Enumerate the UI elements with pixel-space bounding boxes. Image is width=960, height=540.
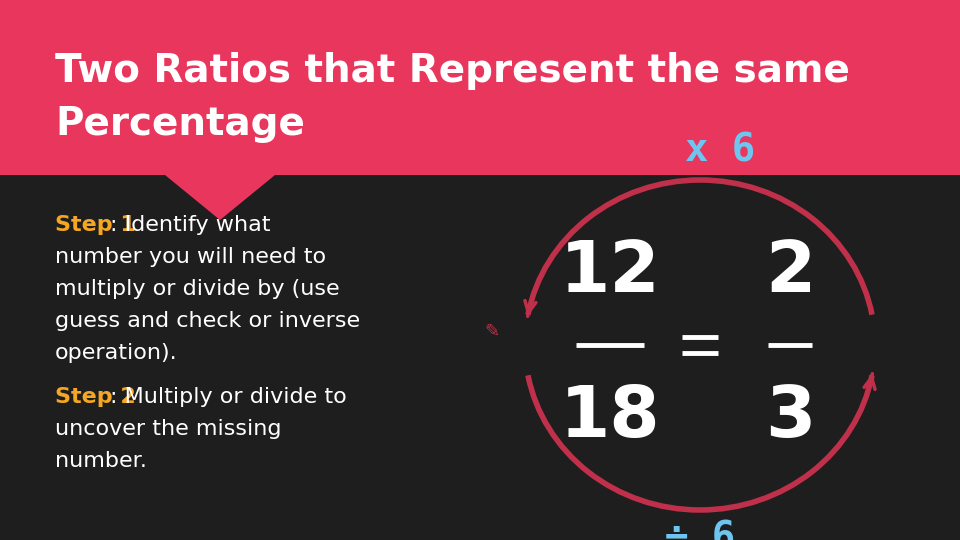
- Text: number.: number.: [55, 451, 147, 471]
- Text: : Multiply or divide to: : Multiply or divide to: [110, 387, 347, 407]
- Text: Step 1: Step 1: [55, 215, 136, 235]
- Text: 18: 18: [560, 382, 660, 451]
- Polygon shape: [165, 175, 275, 220]
- Text: x 6: x 6: [684, 131, 756, 169]
- Text: : Identify what: : Identify what: [110, 215, 271, 235]
- Text: operation).: operation).: [55, 343, 178, 363]
- Text: multiply or divide by (use: multiply or divide by (use: [55, 279, 340, 299]
- Text: number you will need to: number you will need to: [55, 247, 326, 267]
- Text: ÷ 6: ÷ 6: [665, 519, 735, 540]
- Polygon shape: [0, 0, 960, 175]
- Text: uncover the missing: uncover the missing: [55, 419, 281, 439]
- Text: 2: 2: [765, 239, 815, 307]
- Text: Step 2: Step 2: [55, 387, 135, 407]
- Text: Two Ratios that Represent the same: Two Ratios that Represent the same: [55, 52, 850, 90]
- Text: ✎: ✎: [485, 323, 499, 341]
- Text: 12: 12: [560, 239, 660, 307]
- Text: 3: 3: [765, 382, 815, 451]
- Text: Percentage: Percentage: [55, 105, 305, 143]
- Text: guess and check or inverse: guess and check or inverse: [55, 311, 360, 331]
